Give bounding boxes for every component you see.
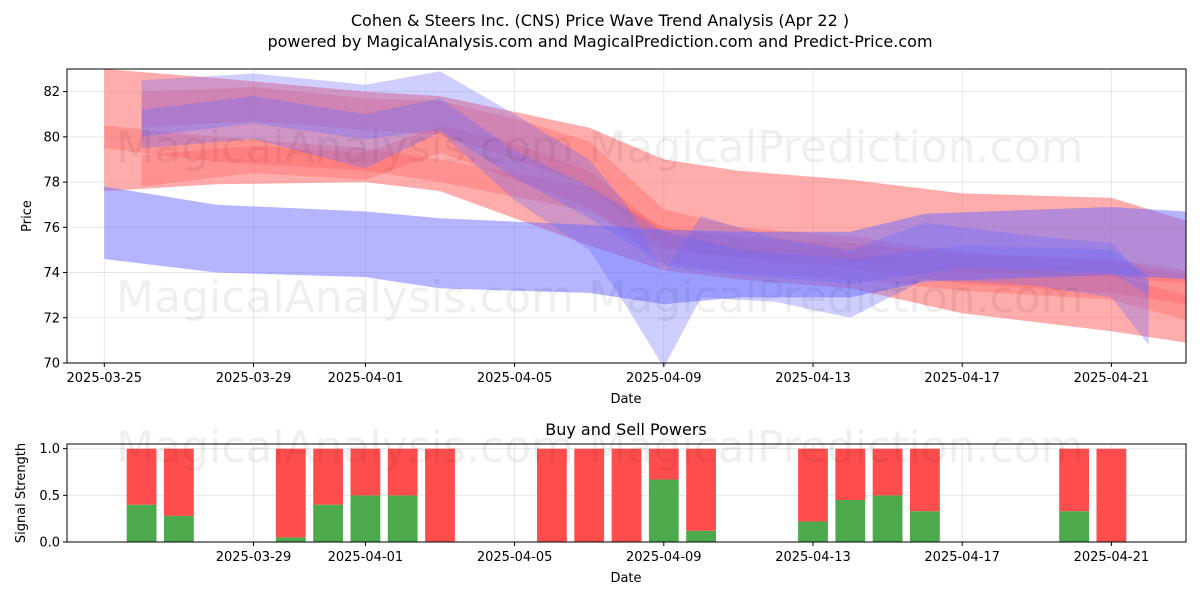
sell-power-bar [387, 448, 418, 496]
signal-x-tick-label: 2025-03-29 [216, 550, 292, 565]
sell-power-bar [1096, 448, 1127, 542]
buy-power-bar [798, 521, 828, 542]
price-x-tick-label: 2025-03-29 [216, 371, 292, 386]
price-watermarks: MagicalAnalysis.com MagicalPrediction.co… [116, 122, 1083, 323]
price-y-tick-label: 70 [43, 357, 60, 372]
signal-x-tick-label: 2025-04-13 [775, 550, 851, 565]
watermark-prediction: MagicalPrediction.com [589, 272, 1084, 323]
price-x-tick-label: 2025-04-13 [775, 371, 851, 386]
price-y-tick-label: 82 [43, 85, 60, 100]
watermark-prediction: MagicalPrediction.com [589, 122, 1084, 173]
signal-y-tick-label: 0.0 [39, 536, 60, 551]
sell-power-bar [872, 448, 903, 496]
buy-power-bar [835, 500, 866, 542]
signal-x-axis-label: Date [610, 571, 641, 586]
watermark-prediction: MagicalPrediction.com [589, 422, 1084, 473]
sell-power-bar [164, 448, 194, 516]
sell-power-bar [835, 448, 866, 500]
price-ticks: 2025-03-25 2025-03-29 2025-04-01 2025-04-05… [43, 85, 1149, 386]
sell-power-bar [126, 448, 157, 505]
signal-x-tick-label: 2025-04-21 [1074, 550, 1150, 565]
price-band-blue [141, 71, 1149, 368]
chart-subtitle: powered by MagicalAnalysis.com and Magic… [267, 32, 932, 51]
buy-power-bar [1059, 511, 1089, 542]
sell-power-bar [798, 448, 828, 522]
lower-chart-title: Buy and Sell Powers [545, 420, 707, 439]
price-y-tick-label: 80 [43, 130, 60, 145]
signal-bars [126, 448, 1127, 542]
buy-power-bar [164, 515, 194, 542]
price-x-axis-label: Date [610, 392, 641, 407]
sell-power-bar [537, 448, 567, 542]
sell-power-bar [275, 448, 306, 538]
buy-power-bar [686, 530, 716, 542]
signal-x-tick-label: 2025-04-05 [477, 550, 553, 565]
price-y-tick-label: 76 [43, 221, 60, 236]
buy-power-bar [872, 495, 903, 542]
sell-power-bar [648, 448, 679, 480]
buy-power-bar [910, 511, 940, 542]
signal-y-tick-label: 0.5 [39, 489, 60, 504]
signal-watermarks: MagicalAnalysis.com MagicalPrediction.co… [116, 422, 1083, 473]
chart-title: Cohen & Steers Inc. (CNS) Price Wave Tre… [351, 11, 849, 30]
watermark-analysis: MagicalAnalysis.com [116, 122, 574, 173]
price-y-tick-label: 74 [43, 266, 60, 281]
signal-axes-frame [66, 443, 1187, 543]
price-x-tick-label: 2025-04-01 [328, 371, 404, 386]
buy-power-bar [387, 495, 418, 542]
price-axes-frame [66, 68, 1187, 364]
price-x-tick-label: 2025-04-21 [1074, 371, 1150, 386]
signal-x-tick-label: 2025-04-01 [328, 550, 404, 565]
price-band-blue [104, 186, 1186, 305]
price-band-blue [141, 96, 1149, 296]
sell-power-bar [574, 448, 605, 542]
buy-power-bar [126, 504, 157, 542]
price-y-tick-label: 72 [43, 311, 60, 326]
watermark-analysis: MagicalAnalysis.com [116, 272, 574, 323]
price-x-tick-label: 2025-03-25 [67, 371, 143, 386]
sell-power-bar [1059, 448, 1089, 512]
price-x-tick-label: 2025-04-17 [924, 371, 1000, 386]
price-band-red [104, 125, 1186, 284]
sell-power-bar [313, 448, 343, 505]
buy-power-bar [313, 504, 343, 542]
signal-x-tick-label: 2025-04-09 [626, 550, 702, 565]
signal-y-axis-label: Signal Strength [14, 443, 29, 543]
signal-x-tick-label: 2025-04-17 [924, 550, 1000, 565]
sell-power-bar [611, 448, 642, 542]
signal-y-tick-label: 1.0 [39, 442, 60, 457]
buy-power-bar [350, 495, 381, 542]
price-wave-bands [104, 69, 1187, 368]
price-x-tick-label: 2025-04-09 [626, 371, 702, 386]
sell-power-bar [910, 448, 940, 512]
price-x-tick-label: 2025-04-05 [477, 371, 553, 386]
sell-power-bar [425, 448, 455, 542]
price-chart: MagicalAnalysis.com MagicalPrediction.co… [20, 68, 1187, 407]
sell-power-bar [350, 448, 381, 496]
buy-power-bar [648, 479, 679, 542]
watermark-analysis: MagicalAnalysis.com [116, 422, 574, 473]
signal-chart: MagicalAnalysis.com MagicalPrediction.co… [14, 422, 1187, 586]
price-y-tick-label: 78 [43, 176, 60, 191]
buy-power-bar [275, 537, 306, 542]
signal-ticks: 2025-03-29 2025-04-01 2025-04-05 2025-04-09… [39, 442, 1149, 565]
sell-power-bar [686, 448, 716, 531]
price-y-axis-label: Price [20, 200, 35, 232]
